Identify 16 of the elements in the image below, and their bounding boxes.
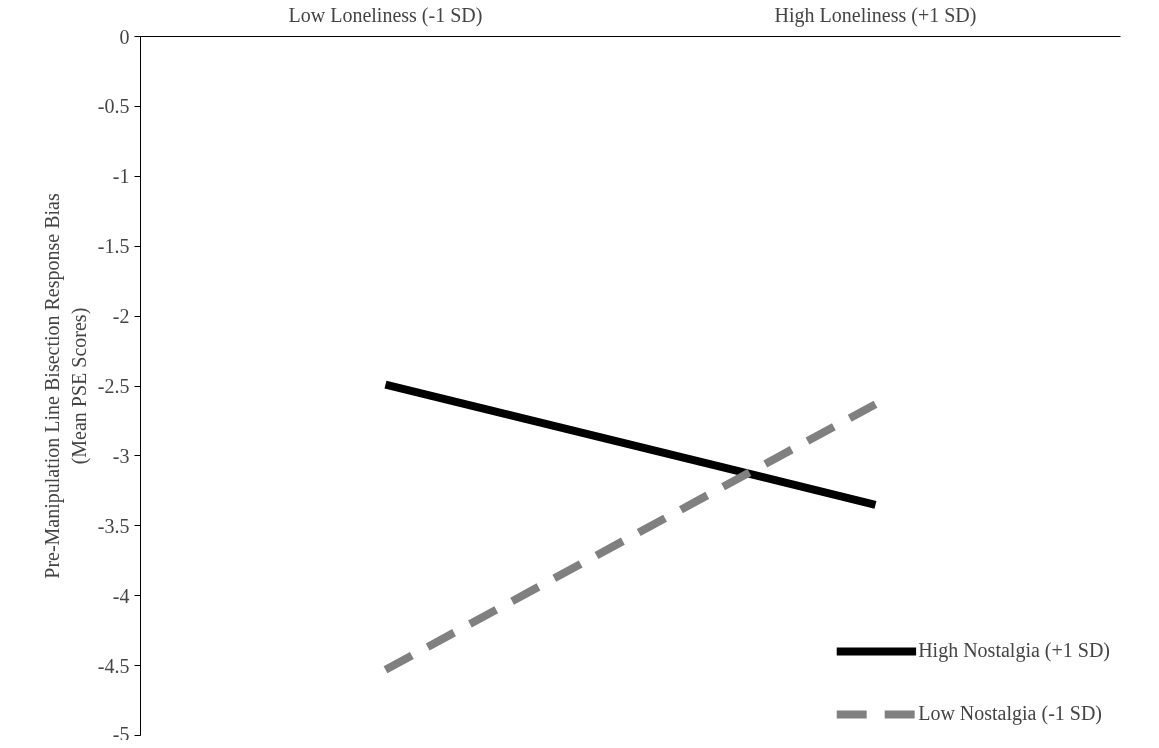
y-tick-label: 0 [119, 25, 130, 48]
y-tick-label: -3 [112, 444, 130, 467]
y-axis-title: Pre-Manipulation Line Bisection Response Bias (Mean PSE Scores) [41, 193, 91, 579]
legend-label: High Nostalgia (+1 SD) [918, 639, 1110, 662]
y-tick-label: -4.5 [97, 654, 130, 677]
y-tick-label: -4 [112, 584, 130, 607]
y-tick-label: -1 [112, 165, 130, 188]
y-tick-label: -2.5 [97, 375, 130, 397]
legend-label: Low Nostalgia (-1 SD) [918, 702, 1103, 725]
x-tick-label: Low Loneliness (-1 SD) [288, 3, 483, 27]
y-tick-label: -2 [112, 305, 130, 328]
y-tick-label: -1.5 [97, 235, 130, 258]
y-tick-label: -5 [112, 722, 130, 745]
y-tick-label: -0.5 [97, 95, 130, 118]
x-tick-label: High Loneliness (+1 SD) [774, 3, 977, 27]
y-tick-label: -3.5 [97, 514, 130, 537]
